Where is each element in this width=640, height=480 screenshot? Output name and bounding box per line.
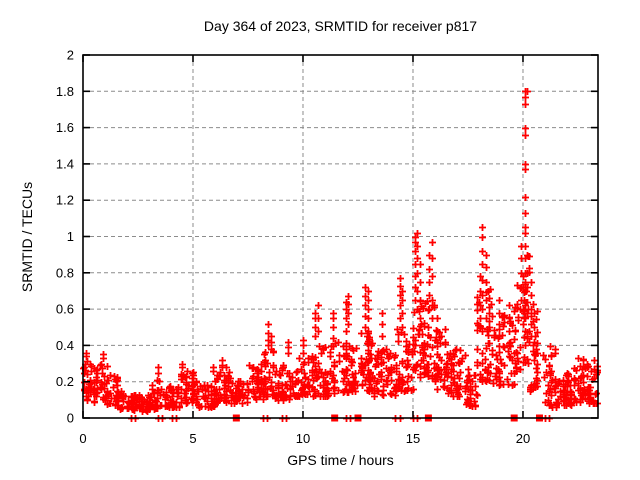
svg-text:1: 1 bbox=[67, 229, 74, 244]
grid-lines bbox=[83, 55, 598, 418]
svg-text:5: 5 bbox=[189, 431, 196, 446]
data-points bbox=[80, 88, 601, 422]
svg-text:15: 15 bbox=[406, 431, 420, 446]
chart-title: Day 364 of 2023, SRMTID for receiver p81… bbox=[203, 18, 478, 34]
svg-text:1.6: 1.6 bbox=[56, 120, 74, 135]
svg-text:2: 2 bbox=[67, 48, 74, 63]
svg-text:0: 0 bbox=[67, 411, 74, 426]
y-tick-labels: 0 0.2 0.4 0.6 0.8 1 1.2 1.4 1.6 1.8 2 bbox=[56, 48, 74, 426]
x-tick-labels: 0 5 10 15 20 bbox=[79, 431, 530, 446]
svg-text:1.8: 1.8 bbox=[56, 84, 74, 99]
x-axis-label: GPS time / hours bbox=[287, 452, 394, 468]
svg-text:1.4: 1.4 bbox=[56, 156, 74, 171]
svg-text:1.2: 1.2 bbox=[56, 193, 74, 208]
svg-text:20: 20 bbox=[516, 431, 530, 446]
svg-text:0.8: 0.8 bbox=[56, 265, 74, 280]
axes-border bbox=[82, 54, 599, 419]
svg-text:10: 10 bbox=[296, 431, 310, 446]
svg-text:0: 0 bbox=[79, 431, 86, 446]
svg-text:0.2: 0.2 bbox=[56, 374, 74, 389]
svg-text:0.6: 0.6 bbox=[56, 302, 74, 317]
svg-text:0.4: 0.4 bbox=[56, 338, 74, 353]
